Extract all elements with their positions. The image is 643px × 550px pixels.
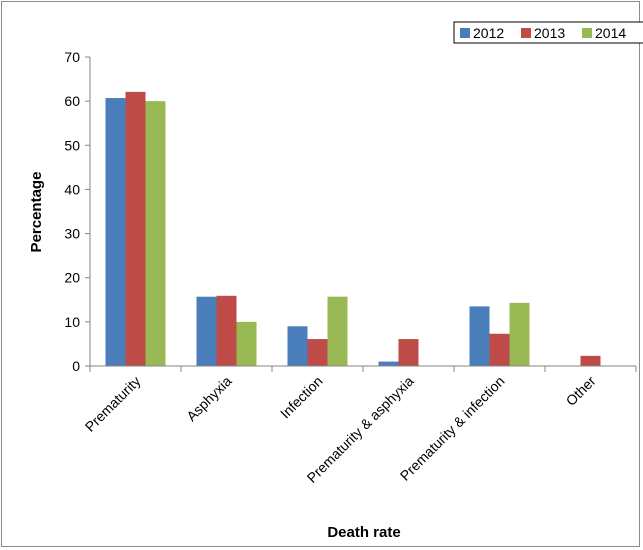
legend-swatch-2014: [582, 28, 592, 38]
bar-2013-1: [216, 295, 237, 366]
legend-label-2012: 2012: [473, 25, 504, 41]
legend-label-2013: 2013: [534, 25, 565, 41]
bar-2013-3: [398, 339, 419, 366]
bar-2012-4: [469, 306, 490, 366]
legend: 2012 2013 2014: [453, 21, 643, 44]
bar-2014-4: [509, 302, 530, 366]
y-axis-title: Percentage: [28, 172, 45, 253]
legend-box: [453, 21, 643, 44]
bar-2012-2: [287, 326, 308, 366]
y-tick-label: 10: [64, 314, 80, 330]
bar-2013-4: [489, 333, 510, 366]
axes-layer: [85, 56, 637, 372]
y-tick-label: 30: [64, 226, 80, 242]
legend-swatch-2012: [460, 28, 470, 38]
y-tick-label: 60: [64, 93, 80, 109]
bar-2012-1: [196, 296, 217, 366]
x-tick-label: Infection: [277, 373, 326, 422]
x-axis-title: Death rate: [327, 524, 400, 541]
bar-2014-0: [145, 101, 166, 367]
y-tick-label: 50: [64, 137, 80, 153]
legend-swatch-2013: [521, 28, 531, 38]
bar-2012-0: [105, 98, 126, 366]
bar-2013-2: [307, 339, 328, 366]
bar-2014-2: [327, 296, 348, 366]
y-tick-label: 20: [64, 270, 80, 286]
x-tick-label: Asphyxia: [183, 373, 235, 425]
bar-2013-5: [580, 355, 601, 366]
y-tick-label: 70: [64, 49, 80, 65]
x-tick-label: Prematurity & infection: [397, 373, 508, 484]
bar-2012-3: [378, 361, 399, 366]
y-tick-label: 0: [72, 358, 80, 374]
y-tick-label: 40: [64, 181, 80, 197]
x-tick-label: Other: [563, 373, 599, 409]
bar-2014-1: [236, 321, 257, 366]
legend-label-2014: 2014: [595, 25, 626, 41]
bars-layer: [105, 91, 601, 367]
x-tick-label: Prematurity: [82, 373, 144, 435]
bar-2013-0: [125, 91, 146, 366]
